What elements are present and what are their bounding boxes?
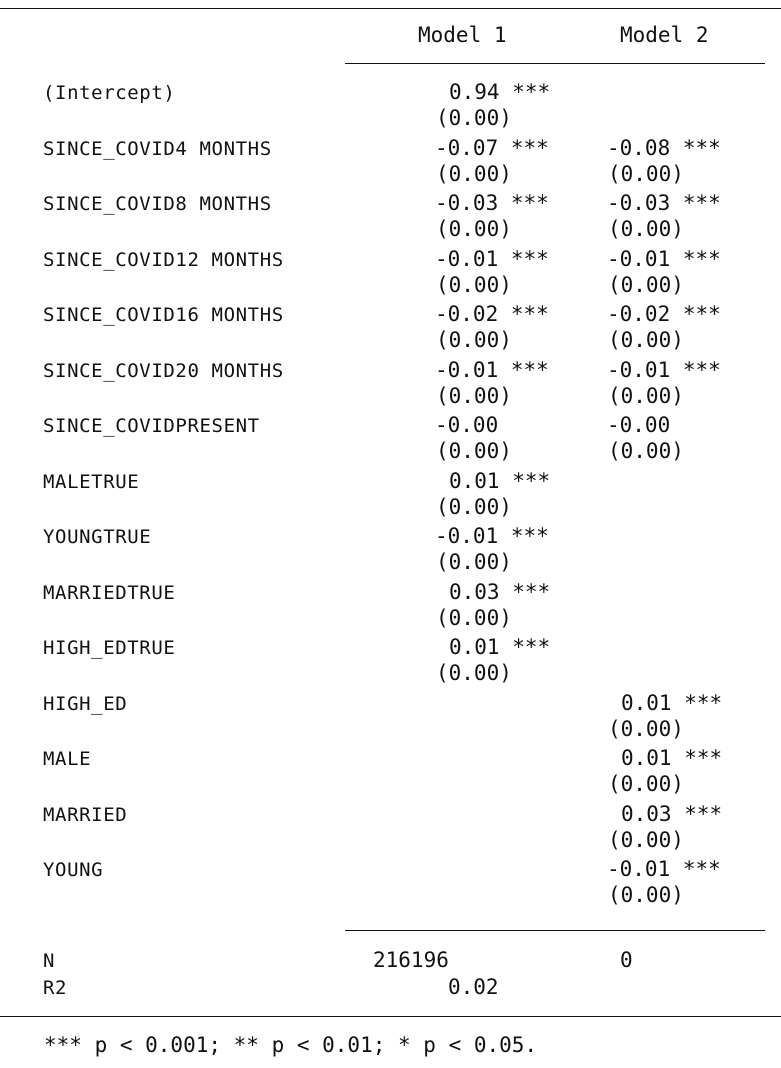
model-2-std-error: (0.00) [608, 883, 684, 907]
model-1-std-error: (0.00) [436, 106, 512, 130]
row-label: HIGH_ED [43, 693, 128, 715]
significance-footnote: *** p < 0.001; ** p < 0.01; * p < 0.05. [44, 1033, 538, 1057]
column-header-model-1: Model 1 [418, 23, 507, 47]
stat-n-model-1: 216196 [373, 948, 449, 972]
model-1-estimate: -0.01 *** [435, 524, 549, 548]
model-2-std-error: (0.00) [608, 217, 684, 241]
row-label: MALETRUE [43, 471, 140, 493]
row-label: (Intercept) [43, 82, 176, 104]
column-header-model-2: Model 2 [620, 23, 709, 47]
model-2-std-error: (0.00) [608, 772, 684, 796]
row-label: SINCE_COVID4 MONTHS [43, 138, 272, 160]
model-1-std-error: (0.00) [436, 439, 512, 463]
model-2-estimate: 0.03 *** [621, 802, 723, 826]
model-1-std-error: (0.00) [436, 550, 512, 574]
model-1-std-error: (0.00) [436, 661, 512, 685]
model-2-std-error: (0.00) [608, 384, 684, 408]
stat-label-n: N [43, 950, 56, 972]
row-label: SINCE_COVIDPRESENT [43, 415, 260, 437]
row-label: MARRIEDTRUE [43, 582, 176, 604]
model-1-std-error: (0.00) [436, 495, 512, 519]
model-1-estimate: -0.07 *** [435, 136, 549, 160]
row-label: SINCE_COVID8 MONTHS [43, 193, 272, 215]
model-2-estimate: -0.01 *** [607, 857, 721, 881]
model-2-estimate: -0.03 *** [607, 191, 721, 215]
model-2-estimate: -0.00 [607, 413, 671, 437]
model-2-std-error: (0.00) [608, 273, 684, 297]
model-1-estimate: -0.03 *** [435, 191, 549, 215]
row-label: MARRIED [43, 804, 128, 826]
model-1-std-error: (0.00) [436, 217, 512, 241]
model-1-estimate: 0.01 *** [449, 469, 551, 493]
model-2-std-error: (0.00) [608, 439, 684, 463]
stat-n-model-2: 0 [620, 948, 633, 972]
model-2-estimate: 0.01 *** [621, 746, 723, 770]
row-label: SINCE_COVID12 MONTHS [43, 249, 284, 271]
model-1-estimate: 0.01 *** [449, 635, 551, 659]
model-2-std-error: (0.00) [608, 328, 684, 352]
model-2-estimate: -0.02 *** [607, 302, 721, 326]
stat-label-r2: R2 [43, 977, 68, 999]
model-1-estimate: -0.01 *** [435, 358, 549, 382]
model-1-std-error: (0.00) [436, 273, 512, 297]
model-2-estimate: 0.01 *** [621, 691, 723, 715]
stat-r2-model-1: 0.02 [448, 975, 499, 999]
stats-rule [345, 930, 765, 931]
header-rule [345, 63, 765, 64]
model-1-std-error: (0.00) [436, 328, 512, 352]
model-2-estimate: -0.01 *** [607, 358, 721, 382]
model-2-std-error: (0.00) [608, 717, 684, 741]
model-1-estimate: -0.02 *** [435, 302, 549, 326]
row-label: SINCE_COVID16 MONTHS [43, 304, 284, 326]
row-label: SINCE_COVID20 MONTHS [43, 360, 284, 382]
row-label: YOUNG [43, 859, 104, 881]
model-1-std-error: (0.00) [436, 162, 512, 186]
model-1-std-error: (0.00) [436, 384, 512, 408]
model-2-std-error: (0.00) [608, 162, 684, 186]
row-label: HIGH_EDTRUE [43, 637, 176, 659]
model-1-estimate: -0.00 [435, 413, 499, 437]
model-1-std-error: (0.00) [436, 606, 512, 630]
model-1-estimate: 0.94 *** [449, 80, 551, 104]
model-1-estimate: 0.03 *** [449, 580, 551, 604]
bottom-rule [0, 1016, 781, 1017]
model-2-estimate: -0.08 *** [607, 136, 721, 160]
row-label: YOUNGTRUE [43, 526, 152, 548]
model-1-estimate: -0.01 *** [435, 247, 549, 271]
model-2-estimate: -0.01 *** [607, 247, 721, 271]
top-rule [0, 8, 781, 9]
row-label: MALE [43, 748, 92, 770]
model-2-std-error: (0.00) [608, 828, 684, 852]
